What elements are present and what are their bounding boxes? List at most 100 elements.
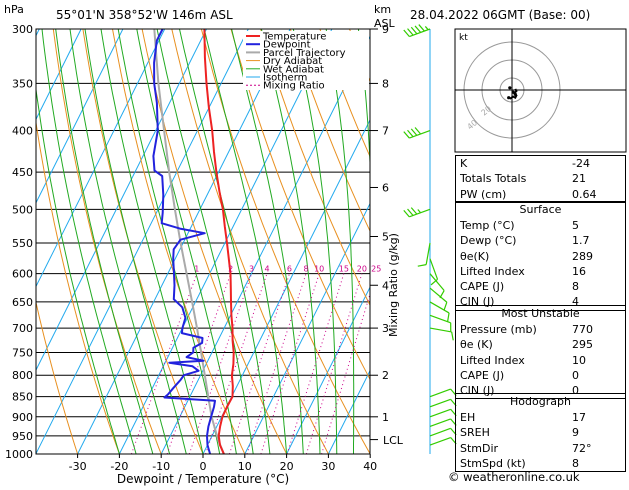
lcl-label: LCL (383, 434, 404, 447)
wind-barb (430, 328, 453, 340)
wind-barb-staff (430, 438, 451, 446)
isotherm-line (36, 29, 249, 454)
isotherm-line (78, 29, 291, 454)
row-value: 5 (572, 218, 625, 233)
isotherm-line (161, 29, 374, 454)
pressure-tick-label: 950 (12, 430, 33, 443)
mixing-ratio-label: 4 (264, 265, 269, 274)
row-key: Temp (°C) (456, 218, 572, 233)
altitude-tick-label: 1 (382, 411, 389, 424)
table-row: PW (cm)0.64 (456, 187, 625, 202)
pressure-tick-label: 700 (12, 322, 33, 335)
wind-barb-staff (430, 428, 451, 436)
table-row: θe(K)289 (456, 249, 625, 264)
temperature-tick-label: -30 (69, 460, 87, 473)
mixing-ratio-label: 8 (303, 265, 308, 274)
row-key: Lifted Index (456, 353, 572, 368)
pressure-tick-label: 350 (12, 77, 33, 90)
footer-text: © weatheronline.co.uk (448, 470, 580, 484)
datetime-title: 28.04.2022 06GMT (Base: 00) (410, 8, 590, 22)
mixing-ratio-label: 10 (314, 265, 324, 274)
row-key: StmSpd (kt) (456, 456, 572, 471)
wind-barb (404, 25, 430, 37)
dry-adiabat-line (24, 29, 120, 454)
pressure-tick-label: 800 (12, 369, 33, 382)
pressure-tick-label: 850 (12, 391, 33, 404)
wind-barb-flag (411, 27, 417, 33)
location-title: 55°01'N 358°52'W 146m ASL (56, 8, 233, 22)
row-value: 295 (572, 337, 625, 352)
wind-barb-staff (430, 274, 444, 291)
wind-barb-staff (430, 259, 438, 280)
pressure-tick-label: 1000 (5, 448, 33, 461)
wind-barb-flag (404, 132, 410, 138)
wind-barb-flag (411, 129, 417, 135)
table-row: θe (K)295 (456, 337, 625, 352)
wind-barb (418, 243, 430, 266)
pressure-tick-label: 600 (12, 268, 33, 281)
hodograph-point (508, 86, 511, 89)
row-key: θe (K) (456, 337, 572, 352)
wind-barb-flag (408, 130, 414, 136)
dry-adiabat-line (261, 29, 454, 454)
wind-barb-flag (444, 302, 447, 310)
wind-barb-flag (418, 265, 426, 267)
row-key: CAPE (J) (456, 279, 572, 294)
surface-table: Surface Temp (°C)5 Dewp (°C)1.7 θe(K)289… (455, 201, 626, 311)
wind-barb-half-flag (418, 209, 421, 212)
hodograph-point (511, 91, 514, 94)
row-value: 8 (572, 456, 625, 471)
row-key: θe(K) (456, 249, 572, 264)
pressure-tick-label: 900 (12, 411, 33, 424)
table-row: CAPE (J)0 (456, 368, 625, 383)
wind-barb (404, 127, 430, 138)
altitude-tick-label: 8 (382, 77, 389, 90)
row-value: -24 (572, 156, 625, 171)
dry-adiabat-line (53, 29, 161, 454)
wind-barb-flag (404, 210, 410, 216)
row-value: 8 (572, 279, 625, 294)
parcel-trajectory-line (154, 29, 224, 454)
hpa-label: hPa (4, 3, 24, 16)
legend-entry: Mixing Ratio (263, 81, 325, 92)
row-key: CAPE (J) (456, 368, 572, 383)
table-title: Most Unstable (456, 306, 625, 322)
wind-barb (430, 428, 456, 436)
altitude-tick-label: 6 (382, 181, 389, 194)
wind-barb-flag (408, 209, 414, 215)
asl-label: ASL (374, 17, 396, 30)
row-value: 16 (572, 264, 625, 279)
row-key: Lifted Index (456, 264, 572, 279)
wind-barb (430, 399, 456, 407)
wind-barb-staff (409, 209, 430, 217)
wind-barb (404, 208, 430, 217)
mixing-ratio-label: 6 (287, 265, 292, 274)
wind-barbs (404, 25, 456, 454)
pressure-tick-label: 650 (12, 296, 33, 309)
wind-barb-staff (430, 419, 451, 427)
table-row: Dewp (°C)1.7 (456, 233, 625, 248)
altitude-tick-label: 2 (382, 369, 389, 382)
table-title: Surface (456, 202, 625, 218)
wet-adiabat-line (118, 29, 220, 454)
row-value: 10 (572, 353, 625, 368)
wind-barb-half-flag (425, 26, 428, 29)
temperature-tick-label: 40 (363, 460, 377, 473)
table-row: Pressure (mb)770 (456, 322, 625, 337)
wind-barb-staff (430, 328, 452, 332)
wind-barb-flag (448, 313, 449, 321)
wind-barb-flag (415, 26, 421, 32)
row-key: EH (456, 410, 572, 425)
mixing-ratio-label: 25 (371, 265, 381, 274)
wind-barb-staff (430, 399, 451, 407)
mixing-ratio-label: 20 (357, 265, 367, 274)
row-key: StmDir (456, 441, 572, 456)
